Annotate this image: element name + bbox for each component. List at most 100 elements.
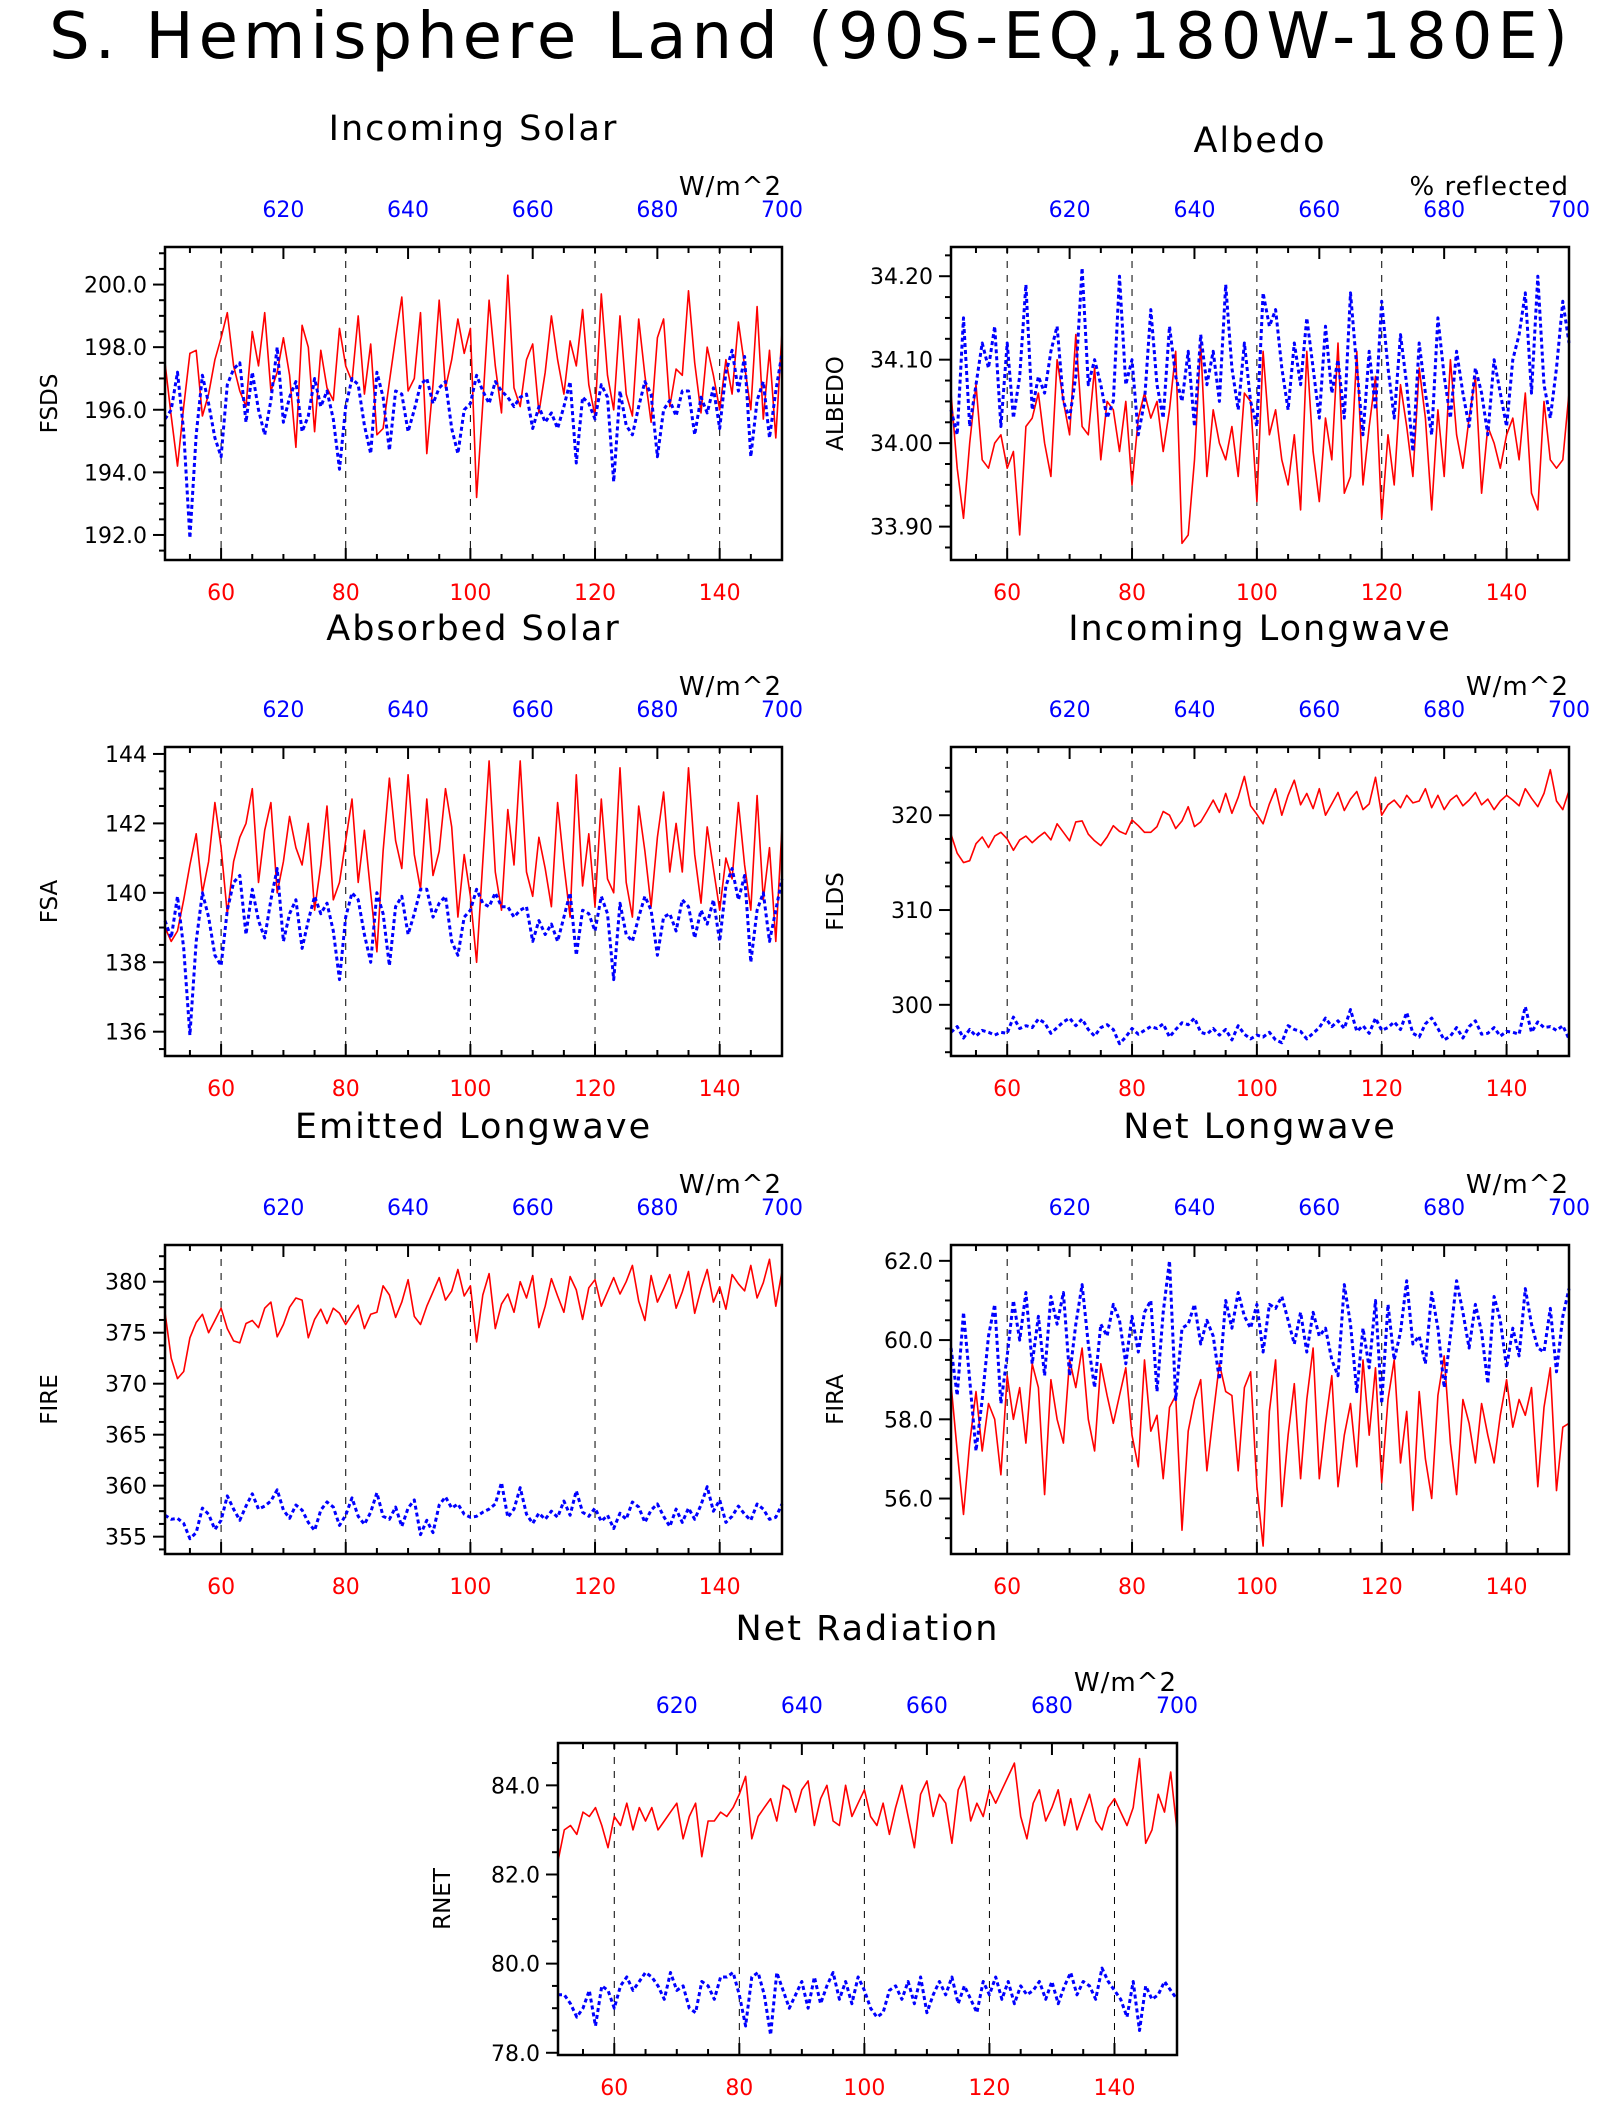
units-label: W/m^2 [1466, 672, 1569, 702]
x-tick-label: 140 [1486, 1077, 1528, 1102]
y-tick-label: 62.0 [884, 1250, 933, 1275]
y-tick-label: 360 [105, 1475, 147, 1500]
units-label: % reflected [1410, 172, 1569, 202]
x-top-tick-label: 700 [761, 1196, 803, 1221]
x-top-tick-label: 620 [262, 198, 304, 223]
x-top-tick-label: 620 [262, 698, 304, 723]
x-top-tick-label: 640 [387, 198, 429, 223]
x-tick-label: 140 [699, 1575, 741, 1600]
y-tick-label: 196.0 [84, 399, 147, 424]
x-tick-label: 60 [207, 581, 235, 606]
x-tick-label: 60 [207, 1575, 235, 1600]
x-top-tick-label: 680 [636, 698, 678, 723]
blue-dotted-series-line [558, 1966, 1179, 2037]
y-tick-label: 34.00 [870, 432, 933, 457]
x-tick-label: 80 [332, 1575, 360, 1600]
chart-panel-2: Albedo % reflected 60 80 100 120 140 620 640 660 6… [823, 121, 1590, 606]
chart-panel-7: Net Radiation W/m^2 60 80 100 120 140 620 640 660… [430, 1609, 1198, 2101]
y-tick-label: 33.90 [870, 516, 933, 541]
chart-panel-4: Incoming Longwave W/m^2 60 80 100 120 140 620 64… [823, 609, 1590, 1102]
red-solid-series-line [950, 1347, 1570, 1547]
chart-title: Net Longwave [1123, 1107, 1397, 1147]
x-tick-label: 120 [574, 1077, 616, 1102]
x-tick-label: 60 [993, 1077, 1021, 1102]
chart-title: Incoming Longwave [1068, 609, 1452, 649]
y-axis-label: ALBEDO [823, 356, 849, 451]
y-tick-label: 310 [891, 899, 933, 924]
y-tick-label: 370 [105, 1373, 147, 1398]
x-tick-label: 100 [1236, 581, 1278, 606]
x-tick-label: 120 [1361, 1575, 1403, 1600]
y-tick-label: 380 [105, 1271, 147, 1296]
chart-title: Emitted Longwave [295, 1107, 652, 1147]
units-label: W/m^2 [679, 1170, 782, 1200]
plot-frame [163, 245, 784, 562]
y-axis-label: FIRA [823, 1374, 849, 1425]
y-tick-label: 200.0 [84, 274, 147, 299]
plot-frame [949, 245, 1571, 562]
plot-frame [949, 745, 1571, 1058]
x-tick-label: 120 [1361, 1077, 1403, 1102]
y-tick-label: 365 [105, 1424, 147, 1449]
x-tick-label: 140 [1093, 2076, 1135, 2101]
x-top-tick-label: 660 [1298, 1196, 1340, 1221]
x-top-tick-label: 700 [1548, 698, 1590, 723]
x-tick-label: 100 [1236, 1575, 1278, 1600]
y-tick-label: 300 [891, 994, 933, 1019]
y-tick-label: 78.0 [491, 2042, 540, 2067]
x-tick-label: 80 [332, 1077, 360, 1102]
x-tick-label: 60 [600, 2076, 628, 2101]
x-top-tick-label: 700 [1548, 1196, 1590, 1221]
x-tick-label: 120 [968, 2076, 1010, 2101]
x-top-tick-label: 680 [1423, 1196, 1465, 1221]
y-axis-label: FIRE [37, 1374, 63, 1425]
plot-frame [163, 745, 784, 1058]
y-tick-label: 194.0 [84, 461, 147, 486]
x-tick-label: 80 [1118, 581, 1146, 606]
x-tick-label: 60 [993, 581, 1021, 606]
blue-dotted-series-line [949, 1005, 1571, 1046]
x-tick-label: 100 [1236, 1077, 1278, 1102]
x-top-tick-label: 700 [1156, 1694, 1198, 1719]
x-tick-label: 140 [699, 1077, 741, 1102]
plot-frame [556, 1741, 1179, 2057]
y-axis-label: FSDS [37, 374, 63, 434]
x-top-tick-label: 660 [512, 698, 554, 723]
x-top-tick-label: 680 [1423, 198, 1465, 223]
x-top-tick-label: 660 [1298, 698, 1340, 723]
blue-dotted-series-line [164, 1481, 784, 1541]
x-tick-label: 120 [1361, 581, 1403, 606]
blue-dotted-series-line [163, 867, 784, 1037]
y-tick-label: 198.0 [84, 336, 147, 361]
x-tick-label: 140 [699, 581, 741, 606]
x-tick-label: 120 [574, 581, 616, 606]
chart-panel-3: Absorbed Solar W/m^2 60 80 100 120 140 620 640 66… [37, 609, 803, 1102]
x-top-tick-label: 620 [1049, 1196, 1091, 1221]
panel-group: Incoming Solar W/m^2 60 80 100 120 140 620 640 66… [37, 109, 1590, 2101]
x-tick-label: 80 [725, 2076, 753, 2101]
y-tick-label: 142 [105, 812, 147, 837]
chart-panel-5: Emitted Longwave W/m^2 60 80 100 120 140 620 640… [37, 1107, 803, 1600]
x-tick-label: 80 [1118, 1077, 1146, 1102]
plot-frame [163, 1243, 784, 1556]
x-top-tick-label: 680 [636, 1196, 678, 1221]
red-solid-series-line [557, 1757, 1178, 1862]
x-top-tick-label: 640 [387, 1196, 429, 1221]
x-tick-label: 120 [574, 1575, 616, 1600]
x-top-tick-label: 700 [761, 198, 803, 223]
y-tick-label: 56.0 [884, 1488, 933, 1513]
y-tick-label: 80.0 [491, 1953, 540, 1978]
chart-panel-1: Incoming Solar W/m^2 60 80 100 120 140 620 640 66… [37, 109, 803, 606]
y-tick-label: 320 [891, 804, 933, 829]
x-tick-label: 100 [843, 2076, 885, 2101]
x-top-tick-label: 620 [1049, 698, 1091, 723]
red-solid-series-line [164, 274, 783, 499]
blue-dotted-series-line [949, 1259, 1571, 1453]
y-tick-label: 140 [105, 882, 147, 907]
red-solid-series-line [950, 333, 1570, 545]
y-tick-label: 192.0 [84, 524, 147, 549]
x-top-tick-label: 680 [1031, 1694, 1073, 1719]
x-top-tick-label: 660 [1298, 198, 1340, 223]
x-tick-label: 80 [332, 581, 360, 606]
